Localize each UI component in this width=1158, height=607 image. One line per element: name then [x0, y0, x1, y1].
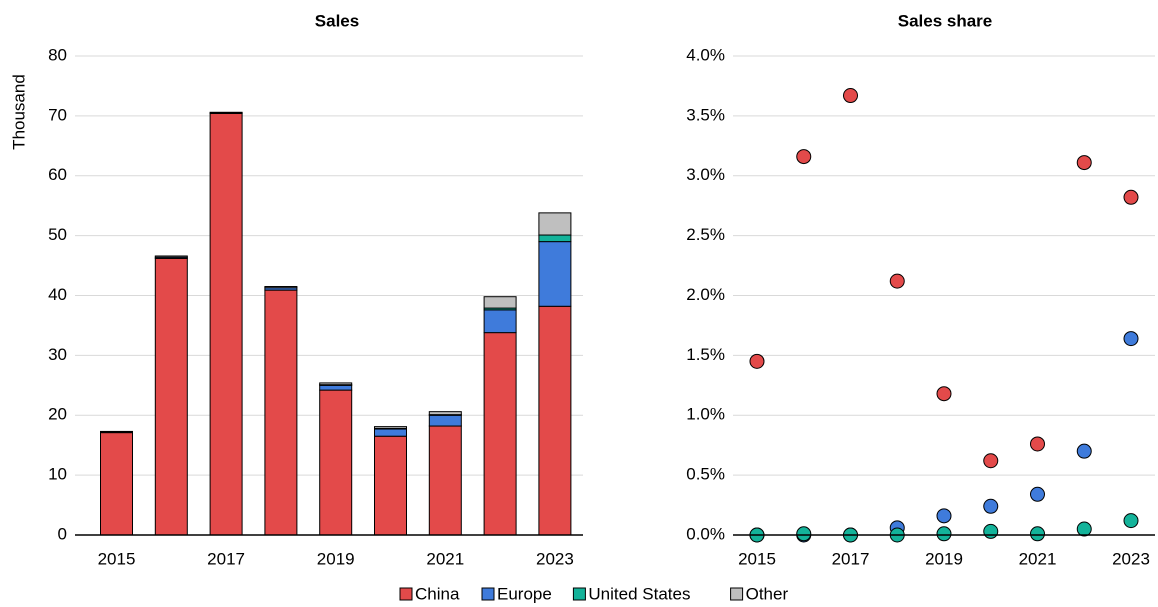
bar-segment: [538, 305, 572, 536]
x-tick-label: 2019: [925, 549, 963, 568]
legend-label: China: [415, 584, 460, 603]
y-tick-label: 70: [48, 105, 67, 124]
y-tick-label: 30: [48, 345, 67, 364]
bar-segment: [483, 296, 517, 309]
bar-segment: [374, 435, 407, 536]
scatter-point: [1030, 486, 1045, 502]
bar-segment: [209, 112, 243, 536]
scatter-point: [936, 386, 952, 402]
x-tick-label: 2023: [1112, 549, 1150, 568]
y-tick-label: 2.0%: [686, 285, 725, 304]
x-tick-label: 2015: [738, 549, 776, 568]
bar-segment: [154, 255, 188, 258]
scatter-point: [936, 508, 952, 524]
scatter-point: [1030, 436, 1045, 452]
bar-segment: [100, 432, 133, 536]
legend-swatch: [730, 587, 744, 601]
bar-segment: [483, 332, 517, 536]
bar-segment: [483, 309, 517, 334]
y-tick-label: 1.5%: [686, 345, 725, 364]
legend-label: Europe: [497, 584, 552, 603]
bar-segment: [428, 425, 462, 536]
chart-title: Sales share: [898, 11, 993, 30]
scatter-point: [796, 526, 812, 542]
scatter-point: [749, 353, 765, 369]
bar-segment: [209, 111, 243, 114]
bar-segment: [374, 426, 407, 429]
legend-label: United States: [588, 584, 690, 603]
x-tick-label: 2021: [426, 549, 464, 568]
scatter-point: [983, 453, 999, 469]
bar-segment: [538, 241, 572, 307]
x-tick-label: 2017: [207, 549, 245, 568]
y-tick-label: 0: [58, 524, 67, 543]
y-tick-label: 0.0%: [686, 524, 725, 543]
bar-segment: [264, 286, 298, 289]
bar-segment: [374, 428, 407, 437]
legend-label: Other: [746, 584, 789, 603]
bar-segment: [428, 414, 462, 427]
scatter-point: [1076, 443, 1092, 459]
y-tick-label: 20: [48, 405, 67, 424]
scatter-point: [1076, 155, 1092, 171]
scatter-point: [1123, 331, 1139, 347]
y-tick-label: 10: [48, 465, 67, 484]
y-tick-label: 50: [48, 225, 67, 244]
legend-swatch: [572, 587, 586, 601]
x-tick-label: 2019: [317, 549, 355, 568]
y-tick-label: 2.5%: [686, 225, 725, 244]
x-tick-label: 2023: [536, 549, 574, 568]
bar-segment: [319, 382, 353, 386]
x-tick-label: 2021: [1019, 549, 1057, 568]
x-tick-label: 2015: [98, 549, 136, 568]
bar-segment: [428, 411, 462, 416]
bar-segment: [154, 257, 188, 536]
bar-segment: [100, 430, 133, 433]
y-tick-label: 3.0%: [686, 165, 725, 184]
y-axis-label: Thousand: [9, 74, 28, 150]
bar-segment: [319, 384, 353, 391]
scatter-point: [1123, 189, 1139, 205]
x-tick-label: 2017: [832, 549, 870, 568]
scatter-point: [1076, 521, 1092, 537]
y-tick-label: 60: [48, 165, 67, 184]
scatter-point: [1030, 526, 1045, 542]
scatter-point: [983, 498, 999, 514]
scatter-point: [983, 523, 999, 539]
bar-segment: [538, 234, 572, 243]
y-tick-label: 0.5%: [686, 465, 725, 484]
bar-segment: [538, 212, 572, 236]
y-tick-label: 80: [48, 45, 67, 64]
scatter-point: [843, 88, 858, 104]
scatter-point: [936, 526, 952, 542]
chart-title: Sales: [315, 11, 359, 30]
scatter-point: [1123, 513, 1139, 529]
bar-segment: [264, 289, 298, 536]
bar-segment: [319, 389, 353, 536]
legend-swatch: [399, 587, 413, 601]
scatter-point: [889, 273, 905, 289]
y-tick-label: 1.0%: [686, 405, 725, 424]
y-tick-label: 4.0%: [686, 45, 725, 64]
legend-swatch: [481, 587, 495, 601]
y-tick-label: 3.5%: [686, 105, 725, 124]
y-tick-label: 40: [48, 285, 67, 304]
scatter-point: [796, 149, 812, 165]
